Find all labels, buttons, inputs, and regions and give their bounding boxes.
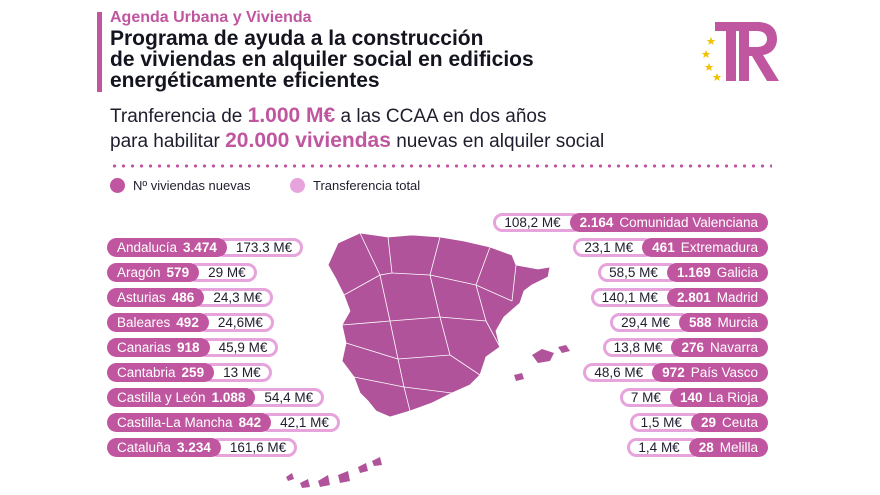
region-pill-melilla: 28 Melilla (688, 438, 768, 457)
region-row: 58,5 M€ 1.169 Galicia (598, 263, 768, 282)
title-line: Programa de ayuda a la construcción (110, 27, 484, 50)
region-pill-comunidad-valenciana: 2.164 Comunidad Valenciana (569, 213, 768, 232)
region-row: Cantabria 259 13 M€ (107, 363, 272, 382)
transfer-pill: 24,6M€ (196, 313, 274, 332)
eu-stars-icon (701, 37, 722, 81)
region-pill-castilla-la-mancha: Castilla-La Mancha 842 (107, 413, 272, 432)
region-pill-pais-vasco: 972 País Vasco (652, 363, 768, 382)
region-pill-andalucia: Andalucía 3.474 (107, 238, 227, 257)
transfer-pill: 1,4 M€ (627, 438, 701, 457)
page-title: Programa de ayuda a la construcción de v… (110, 28, 630, 91)
subtitle: Tranferencia de 1.000 M€ a las CCAA en d… (110, 104, 604, 154)
region-pill-galicia: 1.169 Galicia (666, 263, 768, 282)
transfer-pill: 23,1 M€ (573, 238, 655, 257)
region-row: Aragón 579 29 M€ (107, 263, 257, 282)
transfer-pill: 42,1 M€ (259, 413, 340, 432)
region-pill-murcia: 588 Murcia (678, 313, 768, 332)
section-kicker: Agenda Urbana y Vivienda (110, 9, 312, 26)
transfer-pill: 161,6 M€ (208, 438, 298, 457)
region-pill-madrid: 2.801 Madrid (666, 288, 768, 307)
transfer-pill: 173.3 M€ (214, 238, 304, 257)
legend-swatch-light (290, 178, 305, 193)
transfer-pill: 29 M€ (187, 263, 257, 282)
spain-map (286, 232, 570, 488)
region-row: 23,1 M€ 461 Extremadura (573, 238, 768, 257)
region-row: Cataluña 3.234 161,6 M€ (107, 438, 298, 457)
transfer-pill: 140,1 M€ (590, 288, 679, 307)
header-accent-bar (97, 12, 102, 92)
region-pill-navarra: 276 Navarra (671, 338, 768, 357)
region-pill-asturias: Asturias 486 (107, 288, 205, 307)
transfer-pill: 45,9 M€ (197, 338, 279, 357)
title-line: energéticamente eficientes (110, 69, 380, 92)
region-row: 29,4 M€ 588 Murcia (610, 313, 768, 332)
legend-swatch-dark (110, 178, 125, 193)
region-row: 108,2 M€ 2.164 Comunidad Valenciana (493, 213, 768, 232)
subtitle-line-2: para habilitar 20.000 viviendas nuevas e… (110, 129, 605, 152)
region-row: Andalucía 3.474 173.3 M€ (107, 238, 304, 257)
legend-viviendas: Nº viviendas nuevas (110, 178, 250, 193)
region-row: Castilla-La Mancha 842 42,1 M€ (107, 413, 340, 432)
transfer-pill: 54,4 M€ (243, 388, 325, 407)
region-pill-castilla-leon: Castilla y León 1.088 (107, 388, 256, 407)
region-row: 7 M€ 140 La Rioja (619, 388, 768, 407)
transfer-pill: 1,5 M€ (629, 413, 703, 432)
region-pill-cantabria: Cantabria 259 (107, 363, 215, 382)
region-row: Castilla y León 1.088 54,4 M€ (107, 388, 325, 407)
region-pill-aragon: Aragón 579 (107, 263, 200, 282)
transfer-pill: 13 M€ (202, 363, 272, 382)
region-row: Canarias 918 45,9 M€ (107, 338, 279, 357)
region-row: 1,4 M€ 28 Melilla (627, 438, 768, 457)
transfer-pill: 24,3 M€ (192, 288, 274, 307)
region-pill-canarias: Canarias 918 (107, 338, 210, 357)
region-row: 140,1 M€ 2.801 Madrid (590, 288, 768, 307)
region-row: 13,8 M€ 276 Navarra (602, 338, 768, 357)
region-pill-ceuta: 29 Ceuta (690, 413, 768, 432)
region-pill-extremadura: 461 Extremadura (642, 238, 768, 257)
region-row: Asturias 486 24,3 M€ (107, 288, 274, 307)
region-row: 1,5 M€ 29 Ceuta (629, 413, 768, 432)
dotted-divider (110, 164, 772, 168)
tr-logo (701, 22, 779, 81)
canary-islands (286, 457, 382, 488)
transfer-pill: 7 M€ (619, 388, 682, 407)
region-pill-baleares: Baleares 492 (107, 313, 209, 332)
title-line: de viviendas en alquiler social en edifi… (110, 48, 534, 71)
region-pill-cataluna: Cataluña 3.234 (107, 438, 221, 457)
region-row: Baleares 492 24,6M€ (107, 313, 274, 332)
subtitle-line-1: Tranferencia de 1.000 M€ a las CCAA en d… (110, 104, 547, 127)
legend-transferencia: Transferencia total (290, 178, 420, 193)
transfer-pill: 108,2 M€ (493, 213, 582, 232)
transfer-pill: 58,5 M€ (598, 263, 679, 282)
region-pill-la-rioja: 140 La Rioja (669, 388, 768, 407)
region-row: 48,6 M€ 972 País Vasco (583, 363, 768, 382)
peninsula-shape (327, 232, 551, 418)
balearic-islands (514, 345, 570, 381)
transfer-pill: 29,4 M€ (610, 313, 691, 332)
